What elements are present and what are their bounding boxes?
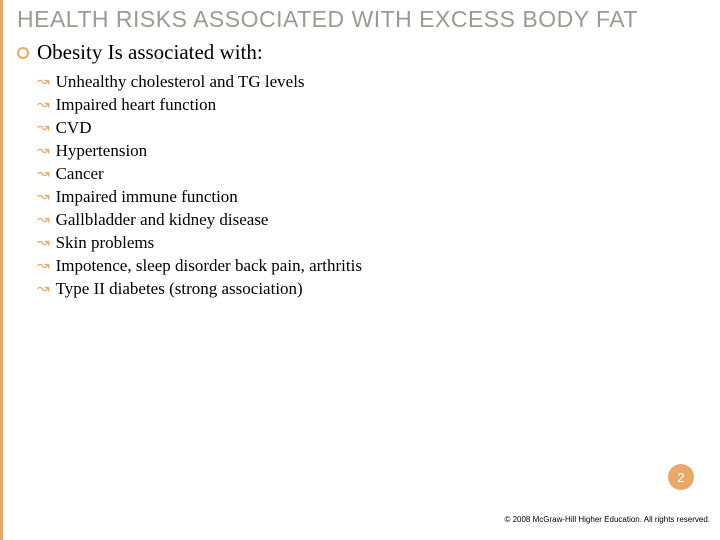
list-item-text: Impaired heart function [56,94,217,117]
arrow-bullet-icon: ↝ [37,143,50,158]
page-number: 2 [677,470,684,485]
list-item-text: Impaired immune function [56,186,238,209]
list-item: ↝ Skin problems [37,232,706,255]
list-item: ↝ CVD [37,117,706,140]
subheading-text: Obesity Is associated with: [37,40,263,65]
arrow-bullet-icon: ↝ [37,212,50,227]
list-item-text: Unhealthy cholesterol and TG levels [56,71,305,94]
slide-title: HEALTH RISKS ASSOCIATED WITH EXCESS BODY… [3,0,720,34]
ring-bullet-icon [17,47,29,59]
list-item: ↝ Type II diabetes (strong association) [37,278,706,301]
arrow-bullet-icon: ↝ [37,258,50,273]
arrow-bullet-icon: ↝ [37,166,50,181]
arrow-bullet-icon: ↝ [37,74,50,89]
list-item: ↝ Cancer [37,163,706,186]
arrow-bullet-icon: ↝ [37,189,50,204]
list-item: ↝ Hypertension [37,140,706,163]
list-item-text: Type II diabetes (strong association) [56,278,303,301]
risk-list: ↝ Unhealthy cholesterol and TG levels ↝ Imp… [17,71,706,300]
subheading-row: Obesity Is associated with: [17,40,706,65]
arrow-bullet-icon: ↝ [37,97,50,112]
list-item: ↝ Gallbladder and kidney disease [37,209,706,232]
arrow-bullet-icon: ↝ [37,120,50,135]
copyright-text: © 2008 McGraw-Hill Higher Education. All… [504,515,710,524]
list-item-text: Hypertension [56,140,148,163]
list-item: ↝ Impotence, sleep disorder back pain, ar… [37,255,706,278]
list-item-text: Skin problems [56,232,155,255]
page-number-badge: 2 [668,464,694,490]
list-item: ↝ Impaired heart function [37,94,706,117]
list-item-text: Impotence, sleep disorder back pain, art… [56,255,362,278]
list-item: ↝ Unhealthy cholesterol and TG levels [37,71,706,94]
list-item-text: CVD [56,117,92,140]
arrow-bullet-icon: ↝ [37,281,50,296]
slide-body: Obesity Is associated with: ↝ Unhealthy c… [3,34,720,300]
list-item: ↝ Impaired immune function [37,186,706,209]
list-item-text: Cancer [56,163,104,186]
list-item-text: Gallbladder and kidney disease [56,209,269,232]
arrow-bullet-icon: ↝ [37,235,50,250]
